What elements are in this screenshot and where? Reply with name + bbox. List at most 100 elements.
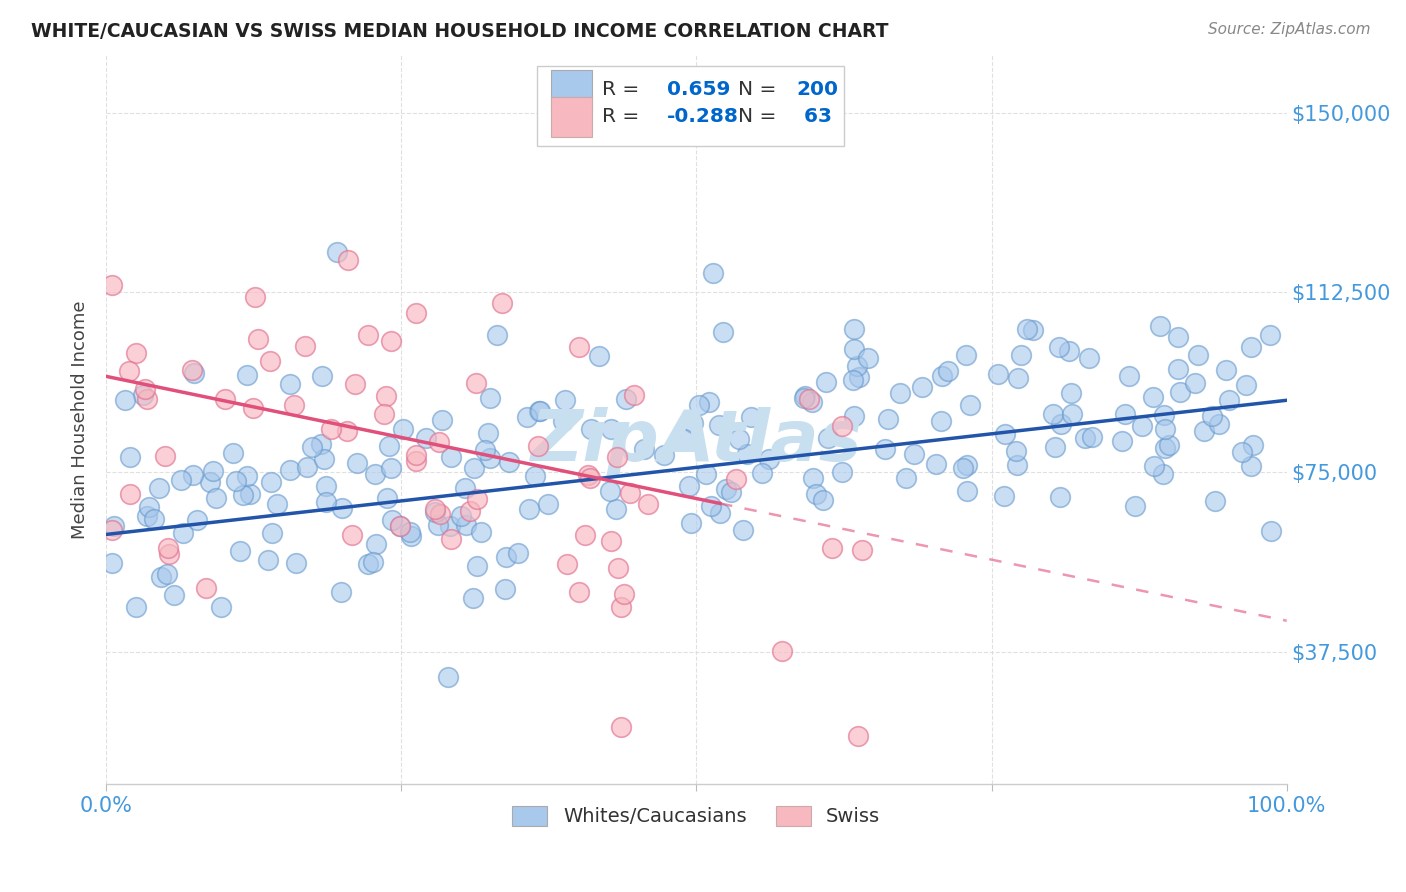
Point bbox=[1241, 438, 1264, 452]
Point bbox=[925, 457, 948, 471]
Point bbox=[1123, 499, 1146, 513]
Point bbox=[405, 454, 427, 468]
Point bbox=[1049, 490, 1071, 504]
Point bbox=[357, 328, 380, 343]
Point bbox=[731, 523, 754, 537]
Point bbox=[101, 523, 124, 537]
Point bbox=[831, 465, 853, 479]
Point bbox=[576, 467, 599, 482]
Point bbox=[614, 392, 637, 406]
Point bbox=[118, 364, 141, 378]
Point bbox=[135, 508, 157, 523]
Point bbox=[1047, 340, 1070, 354]
Point bbox=[364, 537, 387, 551]
Point bbox=[851, 543, 873, 558]
Point bbox=[314, 452, 336, 467]
Point bbox=[606, 450, 628, 464]
Point bbox=[1111, 434, 1133, 448]
Point bbox=[311, 369, 333, 384]
Point bbox=[375, 491, 398, 505]
Point bbox=[711, 325, 734, 339]
Point bbox=[389, 518, 412, 533]
Point bbox=[1073, 431, 1095, 445]
Point bbox=[485, 327, 508, 342]
Point bbox=[392, 422, 415, 436]
Point bbox=[846, 359, 869, 373]
Point bbox=[498, 455, 520, 469]
Point bbox=[1015, 321, 1038, 335]
Point bbox=[125, 345, 148, 359]
Point bbox=[454, 518, 477, 533]
Point bbox=[606, 561, 628, 575]
Point bbox=[820, 541, 842, 556]
Point bbox=[389, 519, 412, 533]
Point bbox=[432, 413, 454, 427]
Point bbox=[134, 383, 156, 397]
Point bbox=[1060, 407, 1083, 421]
Point bbox=[1201, 409, 1223, 423]
Point bbox=[1005, 443, 1028, 458]
Point bbox=[524, 469, 547, 483]
Point bbox=[1159, 438, 1181, 452]
Point bbox=[1240, 340, 1263, 354]
Point bbox=[330, 500, 353, 515]
Point bbox=[163, 588, 186, 602]
Point bbox=[1152, 467, 1174, 482]
Point bbox=[380, 461, 402, 475]
Point bbox=[959, 398, 981, 412]
Point bbox=[120, 487, 142, 501]
Point bbox=[232, 488, 254, 502]
Point bbox=[841, 373, 863, 387]
Point bbox=[842, 409, 865, 424]
Point bbox=[1187, 347, 1209, 361]
Text: WHITE/CAUCASIAN VS SWISS MEDIAN HOUSEHOLD INCOME CORRELATION CHART: WHITE/CAUCASIAN VS SWISS MEDIAN HOUSEHOL… bbox=[31, 22, 889, 41]
Point bbox=[315, 495, 337, 509]
Point bbox=[1240, 458, 1263, 473]
Point bbox=[200, 475, 222, 489]
Point bbox=[842, 322, 865, 336]
Point bbox=[529, 404, 551, 418]
Point bbox=[491, 295, 513, 310]
Point bbox=[315, 479, 337, 493]
Point bbox=[170, 473, 193, 487]
Point bbox=[138, 500, 160, 514]
Point bbox=[894, 471, 917, 485]
Point bbox=[831, 419, 853, 434]
Point bbox=[994, 427, 1017, 442]
Point bbox=[375, 389, 398, 403]
Point bbox=[257, 552, 280, 566]
Point bbox=[194, 582, 217, 596]
Point bbox=[278, 463, 301, 477]
Point bbox=[477, 425, 499, 440]
Point bbox=[326, 245, 349, 260]
Point bbox=[856, 351, 879, 365]
Point bbox=[610, 599, 633, 614]
Point bbox=[373, 407, 395, 421]
FancyBboxPatch shape bbox=[537, 66, 844, 146]
Point bbox=[936, 363, 959, 377]
Text: Source: ZipAtlas.com: Source: ZipAtlas.com bbox=[1208, 22, 1371, 37]
Point bbox=[554, 392, 576, 407]
Point bbox=[1118, 368, 1140, 383]
Point bbox=[381, 513, 404, 527]
Point bbox=[568, 584, 591, 599]
Point bbox=[599, 422, 621, 436]
Point bbox=[557, 557, 579, 571]
Point bbox=[214, 392, 236, 406]
Point bbox=[1007, 371, 1029, 385]
Point bbox=[813, 492, 835, 507]
Point bbox=[1168, 384, 1191, 399]
Point bbox=[425, 501, 447, 516]
Point bbox=[1005, 458, 1028, 473]
Point bbox=[378, 439, 401, 453]
Point bbox=[1130, 418, 1153, 433]
Point bbox=[1167, 329, 1189, 343]
Point bbox=[337, 252, 360, 267]
Point bbox=[574, 528, 596, 542]
Point bbox=[479, 392, 502, 406]
Text: 0.659: 0.659 bbox=[666, 80, 730, 99]
Point bbox=[903, 447, 925, 461]
Point bbox=[103, 518, 125, 533]
Point bbox=[697, 395, 720, 409]
Point bbox=[797, 392, 820, 407]
